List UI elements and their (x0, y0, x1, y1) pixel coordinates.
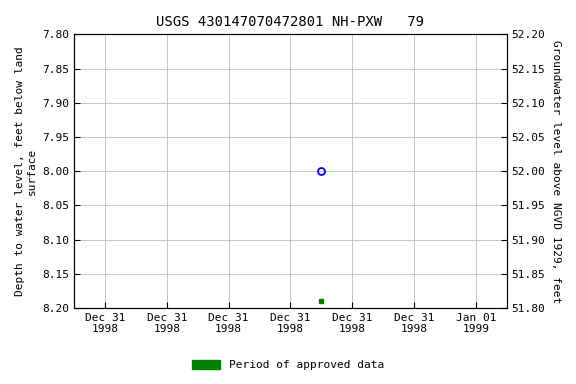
Y-axis label: Depth to water level, feet below land
surface: Depth to water level, feet below land su… (15, 46, 37, 296)
Legend: Period of approved data: Period of approved data (188, 356, 388, 375)
Y-axis label: Groundwater level above NGVD 1929, feet: Groundwater level above NGVD 1929, feet (551, 40, 561, 303)
Title: USGS 430147070472801 NH-PXW   79: USGS 430147070472801 NH-PXW 79 (157, 15, 425, 29)
